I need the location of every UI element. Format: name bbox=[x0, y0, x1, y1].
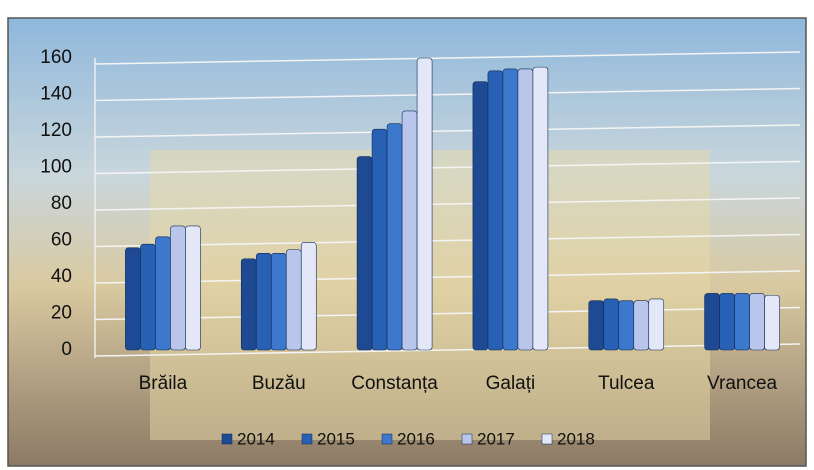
legend-swatch bbox=[462, 434, 472, 444]
bar bbox=[185, 226, 200, 350]
bar bbox=[634, 301, 649, 350]
legend-swatch bbox=[302, 434, 312, 444]
y-tick-label: 120 bbox=[40, 120, 72, 141]
page: {"chart_data": {"type": "bar", "categori… bbox=[0, 0, 814, 470]
bar bbox=[589, 301, 604, 350]
y-tick-label: 80 bbox=[51, 193, 72, 214]
legend-swatch bbox=[542, 434, 552, 444]
legend-label: 2016 bbox=[397, 429, 435, 448]
bar bbox=[720, 293, 735, 350]
bar bbox=[619, 301, 634, 350]
x-tick-label: Tulcea bbox=[598, 373, 655, 394]
x-tick-label: Vrancea bbox=[707, 373, 777, 394]
legend-swatch bbox=[222, 434, 232, 444]
legend-label: 2014 bbox=[237, 429, 275, 448]
bar bbox=[503, 69, 518, 350]
y-tick-label: 140 bbox=[40, 84, 72, 105]
legend-swatch bbox=[382, 434, 392, 444]
bar bbox=[140, 244, 155, 350]
x-tick-label: Buzău bbox=[252, 373, 306, 394]
bar bbox=[357, 157, 372, 350]
bar bbox=[705, 293, 720, 350]
bar bbox=[604, 299, 619, 350]
bar bbox=[735, 293, 750, 350]
x-tick-label: Constanța bbox=[351, 373, 438, 394]
bar bbox=[533, 67, 548, 350]
bar bbox=[765, 295, 780, 350]
y-tick-label: 40 bbox=[51, 266, 72, 287]
y-tick-label: 100 bbox=[40, 157, 72, 178]
bar bbox=[125, 248, 140, 350]
bar bbox=[473, 82, 488, 350]
bar bbox=[271, 253, 286, 350]
y-tick-label: 20 bbox=[51, 303, 72, 324]
bar bbox=[170, 226, 185, 350]
legend-label: 2017 bbox=[477, 429, 515, 448]
bar bbox=[518, 69, 533, 350]
legend-label: 2018 bbox=[557, 429, 595, 448]
x-tick-label: Brăila bbox=[139, 373, 188, 394]
bar bbox=[649, 299, 664, 350]
y-tick-label: 60 bbox=[51, 230, 72, 251]
bar bbox=[155, 237, 170, 350]
bar bbox=[488, 71, 503, 350]
bar bbox=[286, 250, 301, 350]
x-tick-label: Galați bbox=[486, 373, 536, 394]
bar bbox=[402, 111, 417, 350]
bar bbox=[387, 124, 402, 350]
legend-label: 2015 bbox=[317, 429, 355, 448]
bar bbox=[241, 259, 256, 350]
y-tick-label: 160 bbox=[40, 47, 72, 68]
bar bbox=[372, 129, 387, 350]
bar bbox=[256, 253, 271, 350]
bar bbox=[301, 242, 316, 350]
chart: 0 20 40 60 80 100 120 140 160 Brăila Buzău Constan… bbox=[0, 0, 814, 470]
y-tick-label: 0 bbox=[61, 339, 72, 360]
bar bbox=[417, 58, 432, 350]
bar bbox=[750, 293, 765, 350]
